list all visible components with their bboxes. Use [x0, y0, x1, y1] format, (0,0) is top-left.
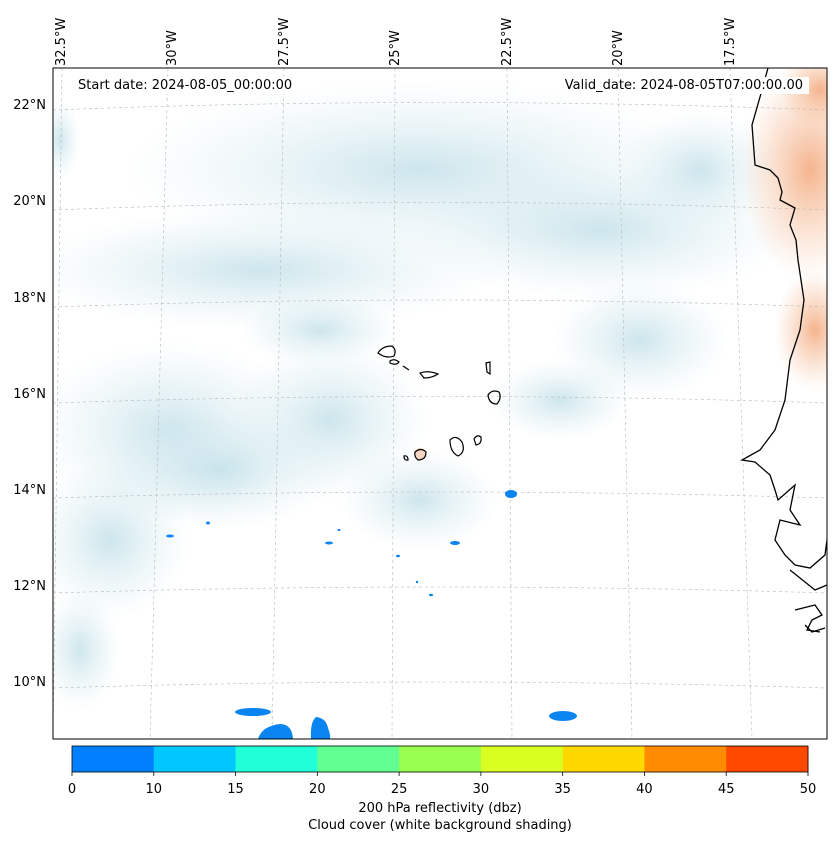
start-date-label: Start date: 2024-08-05_00:00:00 [72, 77, 299, 94]
colorbar-segment [317, 746, 400, 772]
lon-label-30w: 30°W [165, 30, 180, 66]
colorbar-tick-label: 35 [554, 782, 571, 797]
lat-label-14n: 14°N [13, 483, 46, 498]
colorbar-subtitle: Cloud cover (white background shading) [308, 818, 572, 833]
colorbar-tick-label: 45 [717, 782, 735, 797]
lat-label-12n: 12°N [13, 579, 46, 594]
colorbar-tick-label: 30 [472, 782, 490, 797]
colorbar-segment [72, 746, 155, 772]
colorbar-tick-label: 25 [390, 782, 408, 797]
reflectivity-cells [166, 490, 577, 739]
colorbar-tick-label: 10 [145, 782, 163, 797]
lat-label-10n: 10°N [13, 675, 46, 690]
lat-label-22n: 22°N [13, 98, 46, 113]
colorbar-frame [71, 745, 809, 773]
lon-label-32-5w: 32.5°W [54, 17, 69, 66]
colorbar-tick-label: 40 [636, 782, 653, 797]
colorbar-title: 200 hPa reflectivity (dbz) [358, 801, 522, 816]
colorbar-segment [235, 746, 318, 772]
colorbar-tick-label: 50 [799, 782, 817, 797]
colorbar-tick-label: 20 [309, 782, 326, 797]
valid-date-label: Valid_date: 2024-08-05T07:00:00.00 [558, 77, 809, 94]
colorbar-segment [480, 746, 564, 772]
graticule [53, 68, 827, 739]
lon-label-17-5w: 17.5°W [723, 17, 738, 66]
map-frame [52, 67, 828, 740]
cloud-cover-shading [53, 80, 800, 710]
african-coastline [740, 68, 827, 633]
lon-label-22-5w: 22.5°W [500, 17, 515, 66]
colorbar-segment [726, 746, 809, 772]
colorbar [71, 745, 809, 776]
colorbar-tick-label: 15 [227, 782, 244, 797]
cape-verde-islands [377, 345, 501, 461]
colorbar-segment [644, 746, 727, 772]
lon-label-25w: 25°W [388, 30, 403, 66]
colorbar-segment [153, 746, 237, 772]
map-area [53, 68, 827, 739]
lat-label-18n: 18°N [13, 291, 46, 306]
colorbar-segment [399, 746, 482, 772]
lon-label-27-5w: 27.5°W [277, 17, 292, 66]
colorbar-tick-label: 0 [67, 782, 77, 797]
lat-label-20n: 20°N [13, 194, 46, 209]
colorbar-segment [562, 746, 645, 772]
lon-label-20w: 20°W [611, 30, 626, 66]
lat-label-16n: 16°N [13, 387, 46, 402]
